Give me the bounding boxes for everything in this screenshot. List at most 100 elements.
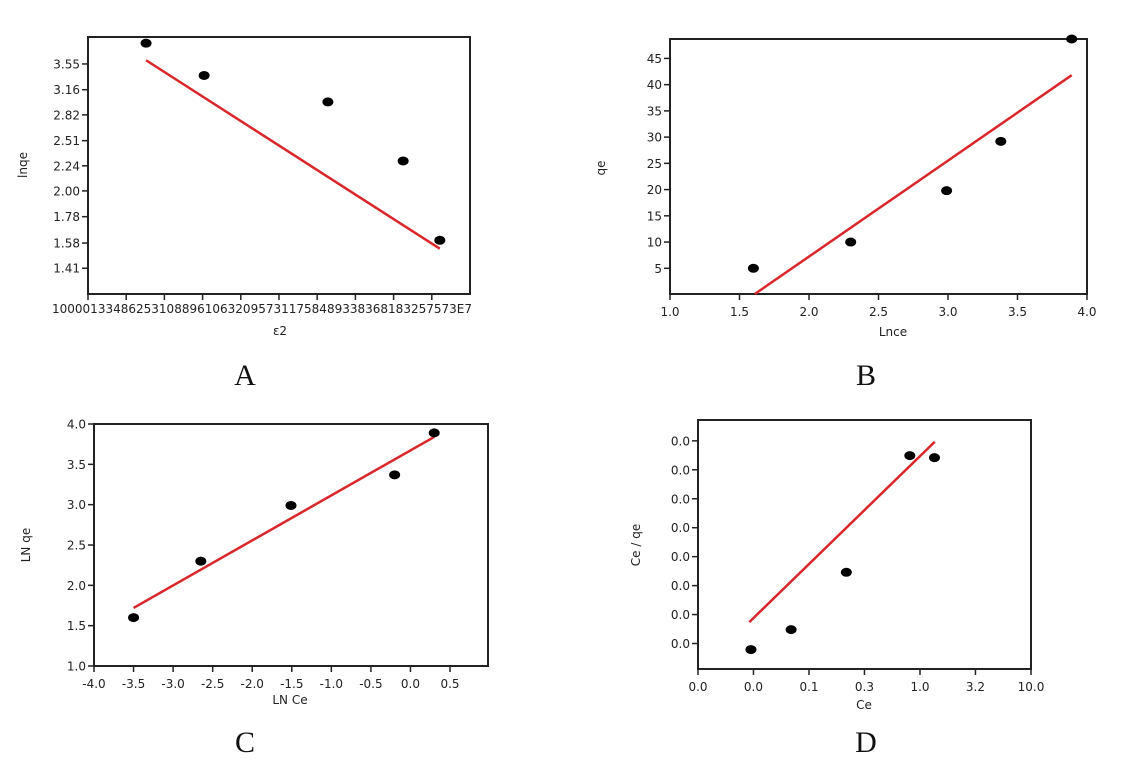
y-axis-title: Ce / qe — [629, 524, 643, 566]
x-tick-label: -4.0 — [82, 677, 105, 691]
y-tick-label: 1.58 — [53, 237, 80, 251]
x-tick-label: -0.5 — [359, 677, 382, 691]
x-tick-label: 0.0 — [688, 680, 707, 694]
x-tick-label: 1.0 — [910, 680, 929, 694]
x-tick-label: 3.2 — [966, 680, 985, 694]
data-point — [904, 451, 916, 461]
y-tick-label: 25 — [647, 157, 662, 171]
data-point — [840, 567, 852, 577]
y-tick-label: 0.0 — [671, 521, 690, 535]
x-tick-label: 2.5 — [869, 305, 888, 319]
data-point — [389, 470, 401, 480]
panel-label-c: C — [234, 726, 256, 759]
y-axis-title: qe — [594, 161, 608, 176]
x-tick-label: -2.5 — [201, 677, 224, 691]
y-tick-label: 0.0 — [671, 637, 690, 651]
x-axis-title: LN Ce — [272, 693, 307, 707]
data-point — [198, 70, 210, 80]
y-tick-label: 1.78 — [53, 210, 80, 224]
fit-line — [754, 74, 1073, 296]
x-tick-label: -1.0 — [320, 677, 343, 691]
data-point — [397, 156, 409, 166]
data-point — [428, 428, 440, 438]
y-tick-label: 0.0 — [671, 492, 690, 506]
y-tick-label: 15 — [647, 209, 662, 223]
data-point — [995, 136, 1007, 146]
panel-label-b: B — [855, 359, 877, 392]
panel-label-d: D — [855, 726, 877, 759]
x-tick-label: 4.0 — [1077, 305, 1096, 319]
x-tick-label: -2.0 — [241, 677, 264, 691]
x-tick-label: 3.0 — [938, 305, 957, 319]
x-tick-label: -3.0 — [161, 677, 184, 691]
data-point — [928, 453, 940, 463]
plot-frame — [87, 36, 471, 295]
y-tick-label: 1.0 — [67, 660, 86, 674]
plot-frame — [697, 419, 1032, 670]
x-tick-labels-overlapping: 1000013348625310889610632095731175848933… — [52, 302, 472, 316]
x-tick-label: 0.0 — [401, 677, 420, 691]
y-tick-label: 40 — [647, 78, 662, 92]
y-tick-label: 0.0 — [671, 434, 690, 448]
y-tick-label: 35 — [647, 104, 662, 118]
x-tick-label: 10.0 — [1018, 680, 1045, 694]
y-tick-label: 4.0 — [67, 418, 86, 432]
y-tick-label: 2.0 — [67, 579, 86, 593]
data-point — [434, 235, 446, 245]
y-tick-label: 3.0 — [67, 498, 86, 512]
y-tick-label: 10 — [647, 236, 662, 250]
panel-label-a: A — [234, 359, 256, 392]
x-axis-title: ε2 — [273, 324, 287, 338]
x-axis-title: Lnce — [879, 325, 907, 339]
fit-line — [748, 440, 936, 623]
y-tick-label: 0.0 — [671, 463, 690, 477]
y-tick-label: 1.41 — [53, 262, 80, 276]
x-tick-label: 0.1 — [799, 680, 818, 694]
y-tick-label: 2.5 — [67, 539, 86, 553]
y-tick-label: 0.0 — [671, 608, 690, 622]
x-tick-label: 0.3 — [855, 680, 874, 694]
y-tick-label: 2.24 — [53, 159, 80, 173]
y-tick-label: 45 — [647, 52, 662, 66]
y-axis-title: lnqe — [16, 152, 30, 178]
y-tick-label: 3.55 — [53, 57, 80, 71]
y-axis-title: LN qe — [19, 528, 33, 562]
data-point — [322, 97, 334, 107]
y-tick-label: 20 — [647, 183, 662, 197]
data-point — [140, 38, 152, 48]
y-tick-label: 2.00 — [53, 184, 80, 198]
data-point — [747, 263, 759, 273]
x-tick-label: 2.0 — [799, 305, 818, 319]
y-tick-label: 3.16 — [53, 83, 80, 97]
y-tick-label: 3.5 — [67, 458, 86, 472]
x-tick-label: 0.0 — [744, 680, 763, 694]
x-tick-label: -1.5 — [280, 677, 303, 691]
chart-a: 1000013348625310889610632095731175848933… — [16, 36, 472, 338]
y-tick-label: 1.5 — [67, 619, 86, 633]
chart-c: -4.0 -3.5 -3.0 -2.5 -2.0 -1.5 -1.0 -0.5 0.0 0.5 1.… — [19, 418, 489, 707]
fit-line — [132, 435, 435, 610]
data-point — [941, 186, 953, 196]
data-point — [195, 556, 207, 566]
x-tick-label: 1.5 — [730, 305, 749, 319]
x-tick-label: 0.5 — [440, 677, 459, 691]
chart-b: 1.0 1.5 2.0 2.5 3.0 3.5 4.0 5 10 15 20 25 30 35 40 45 Ln… — [594, 34, 1097, 339]
y-tick-label: 2.51 — [53, 134, 80, 148]
x-axis-title: Ce — [856, 698, 872, 712]
plot-frame — [93, 423, 489, 667]
data-point — [285, 500, 297, 510]
y-tick-label: 0.0 — [671, 579, 690, 593]
fit-line — [145, 59, 441, 250]
y-tick-label: 2.82 — [53, 108, 80, 122]
data-point — [785, 625, 797, 635]
data-point — [128, 613, 140, 623]
data-point — [845, 237, 857, 247]
plot-frame — [669, 38, 1088, 295]
data-point — [1066, 34, 1078, 44]
x-tick-label: 3.5 — [1008, 305, 1027, 319]
y-tick-label: 0.0 — [671, 550, 690, 564]
data-point — [745, 645, 757, 655]
y-tick-label: 30 — [647, 131, 662, 145]
chart-d: 0.0 0.0 0.1 0.3 1.0 3.2 10.0 0.0 0.0 0.0 0.0 0.0 0.0… — [629, 419, 1045, 712]
